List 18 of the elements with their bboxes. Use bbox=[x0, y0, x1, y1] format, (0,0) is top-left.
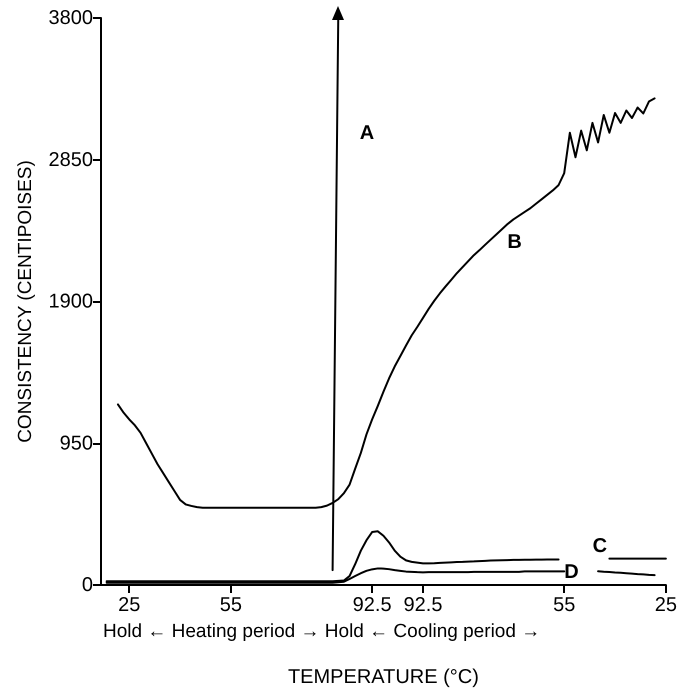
x-tick-label: 55 bbox=[220, 594, 242, 616]
x-tick-label: 55 bbox=[553, 594, 576, 616]
series-label: A bbox=[360, 122, 374, 144]
x-tick-label: 25 bbox=[654, 594, 677, 616]
text: Hold ← Heating period → Hold ← Cooling period → bbox=[103, 621, 540, 642]
x-axis-title: TEMPERATURE (°C) bbox=[288, 666, 479, 688]
y-tick-label: 1900 bbox=[48, 290, 93, 312]
series-label: D bbox=[564, 560, 579, 583]
series-label: C bbox=[592, 535, 608, 558]
y-tick-label: 2850 bbox=[48, 148, 93, 171]
y-tick-label: 3800 bbox=[48, 7, 93, 29]
x-tick-label: 92.5 bbox=[404, 594, 442, 616]
series-label: B bbox=[507, 230, 522, 253]
y-axis-title: CONSISTENCY (CENTIPOISES) bbox=[15, 160, 36, 443]
y-tick-label: 950 bbox=[60, 432, 93, 454]
x-tick-label: 92.5 bbox=[352, 594, 392, 616]
y-tick-label: 0 bbox=[82, 574, 93, 596]
x-tick-label: 25 bbox=[118, 594, 140, 616]
